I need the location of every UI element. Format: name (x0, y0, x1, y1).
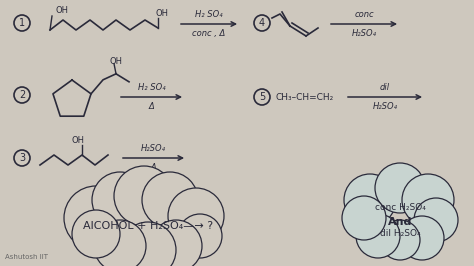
Text: OH: OH (156, 9, 169, 18)
Text: H₂SO₄: H₂SO₄ (141, 144, 166, 153)
Text: conc , Δ: conc , Δ (192, 29, 226, 38)
Text: Δ: Δ (151, 163, 156, 172)
Text: 5: 5 (259, 92, 265, 102)
Circle shape (178, 214, 222, 258)
Text: OH: OH (109, 57, 122, 66)
Text: conc H₂SO₄: conc H₂SO₄ (374, 203, 426, 213)
Text: CH₃–CH=CH₂: CH₃–CH=CH₂ (276, 93, 334, 102)
Text: dil H₂SO₄: dil H₂SO₄ (380, 230, 420, 239)
Text: 2: 2 (19, 90, 25, 100)
Circle shape (168, 188, 224, 244)
Circle shape (342, 196, 386, 240)
Text: 4: 4 (259, 18, 265, 28)
Text: H₂ SO₄: H₂ SO₄ (137, 83, 165, 92)
Circle shape (414, 198, 458, 242)
Text: OH: OH (72, 136, 85, 145)
Text: H₂ SO₄: H₂ SO₄ (195, 10, 223, 19)
Text: Ashutosh IIT: Ashutosh IIT (5, 254, 48, 260)
Circle shape (64, 186, 128, 250)
Text: And: And (388, 217, 412, 227)
Circle shape (380, 220, 420, 260)
Circle shape (402, 174, 454, 226)
Circle shape (120, 222, 176, 266)
Circle shape (72, 210, 120, 258)
Text: 1: 1 (19, 18, 25, 28)
Text: AlCOHOL + H₂SO₄—→ ?: AlCOHOL + H₂SO₄—→ ? (83, 221, 213, 231)
Circle shape (94, 220, 146, 266)
Circle shape (356, 214, 400, 258)
Text: Δ: Δ (149, 102, 155, 111)
Circle shape (344, 174, 396, 226)
Text: conc: conc (354, 10, 374, 19)
Text: 3: 3 (19, 153, 25, 163)
Circle shape (150, 220, 202, 266)
Circle shape (142, 172, 198, 228)
Circle shape (114, 166, 174, 226)
Circle shape (400, 216, 444, 260)
Text: dil: dil (380, 83, 390, 92)
Circle shape (375, 163, 425, 213)
Text: H₂SO₄: H₂SO₄ (373, 102, 398, 111)
Text: OH: OH (55, 6, 68, 15)
Circle shape (92, 172, 148, 228)
Text: H₂SO₄: H₂SO₄ (352, 29, 376, 38)
